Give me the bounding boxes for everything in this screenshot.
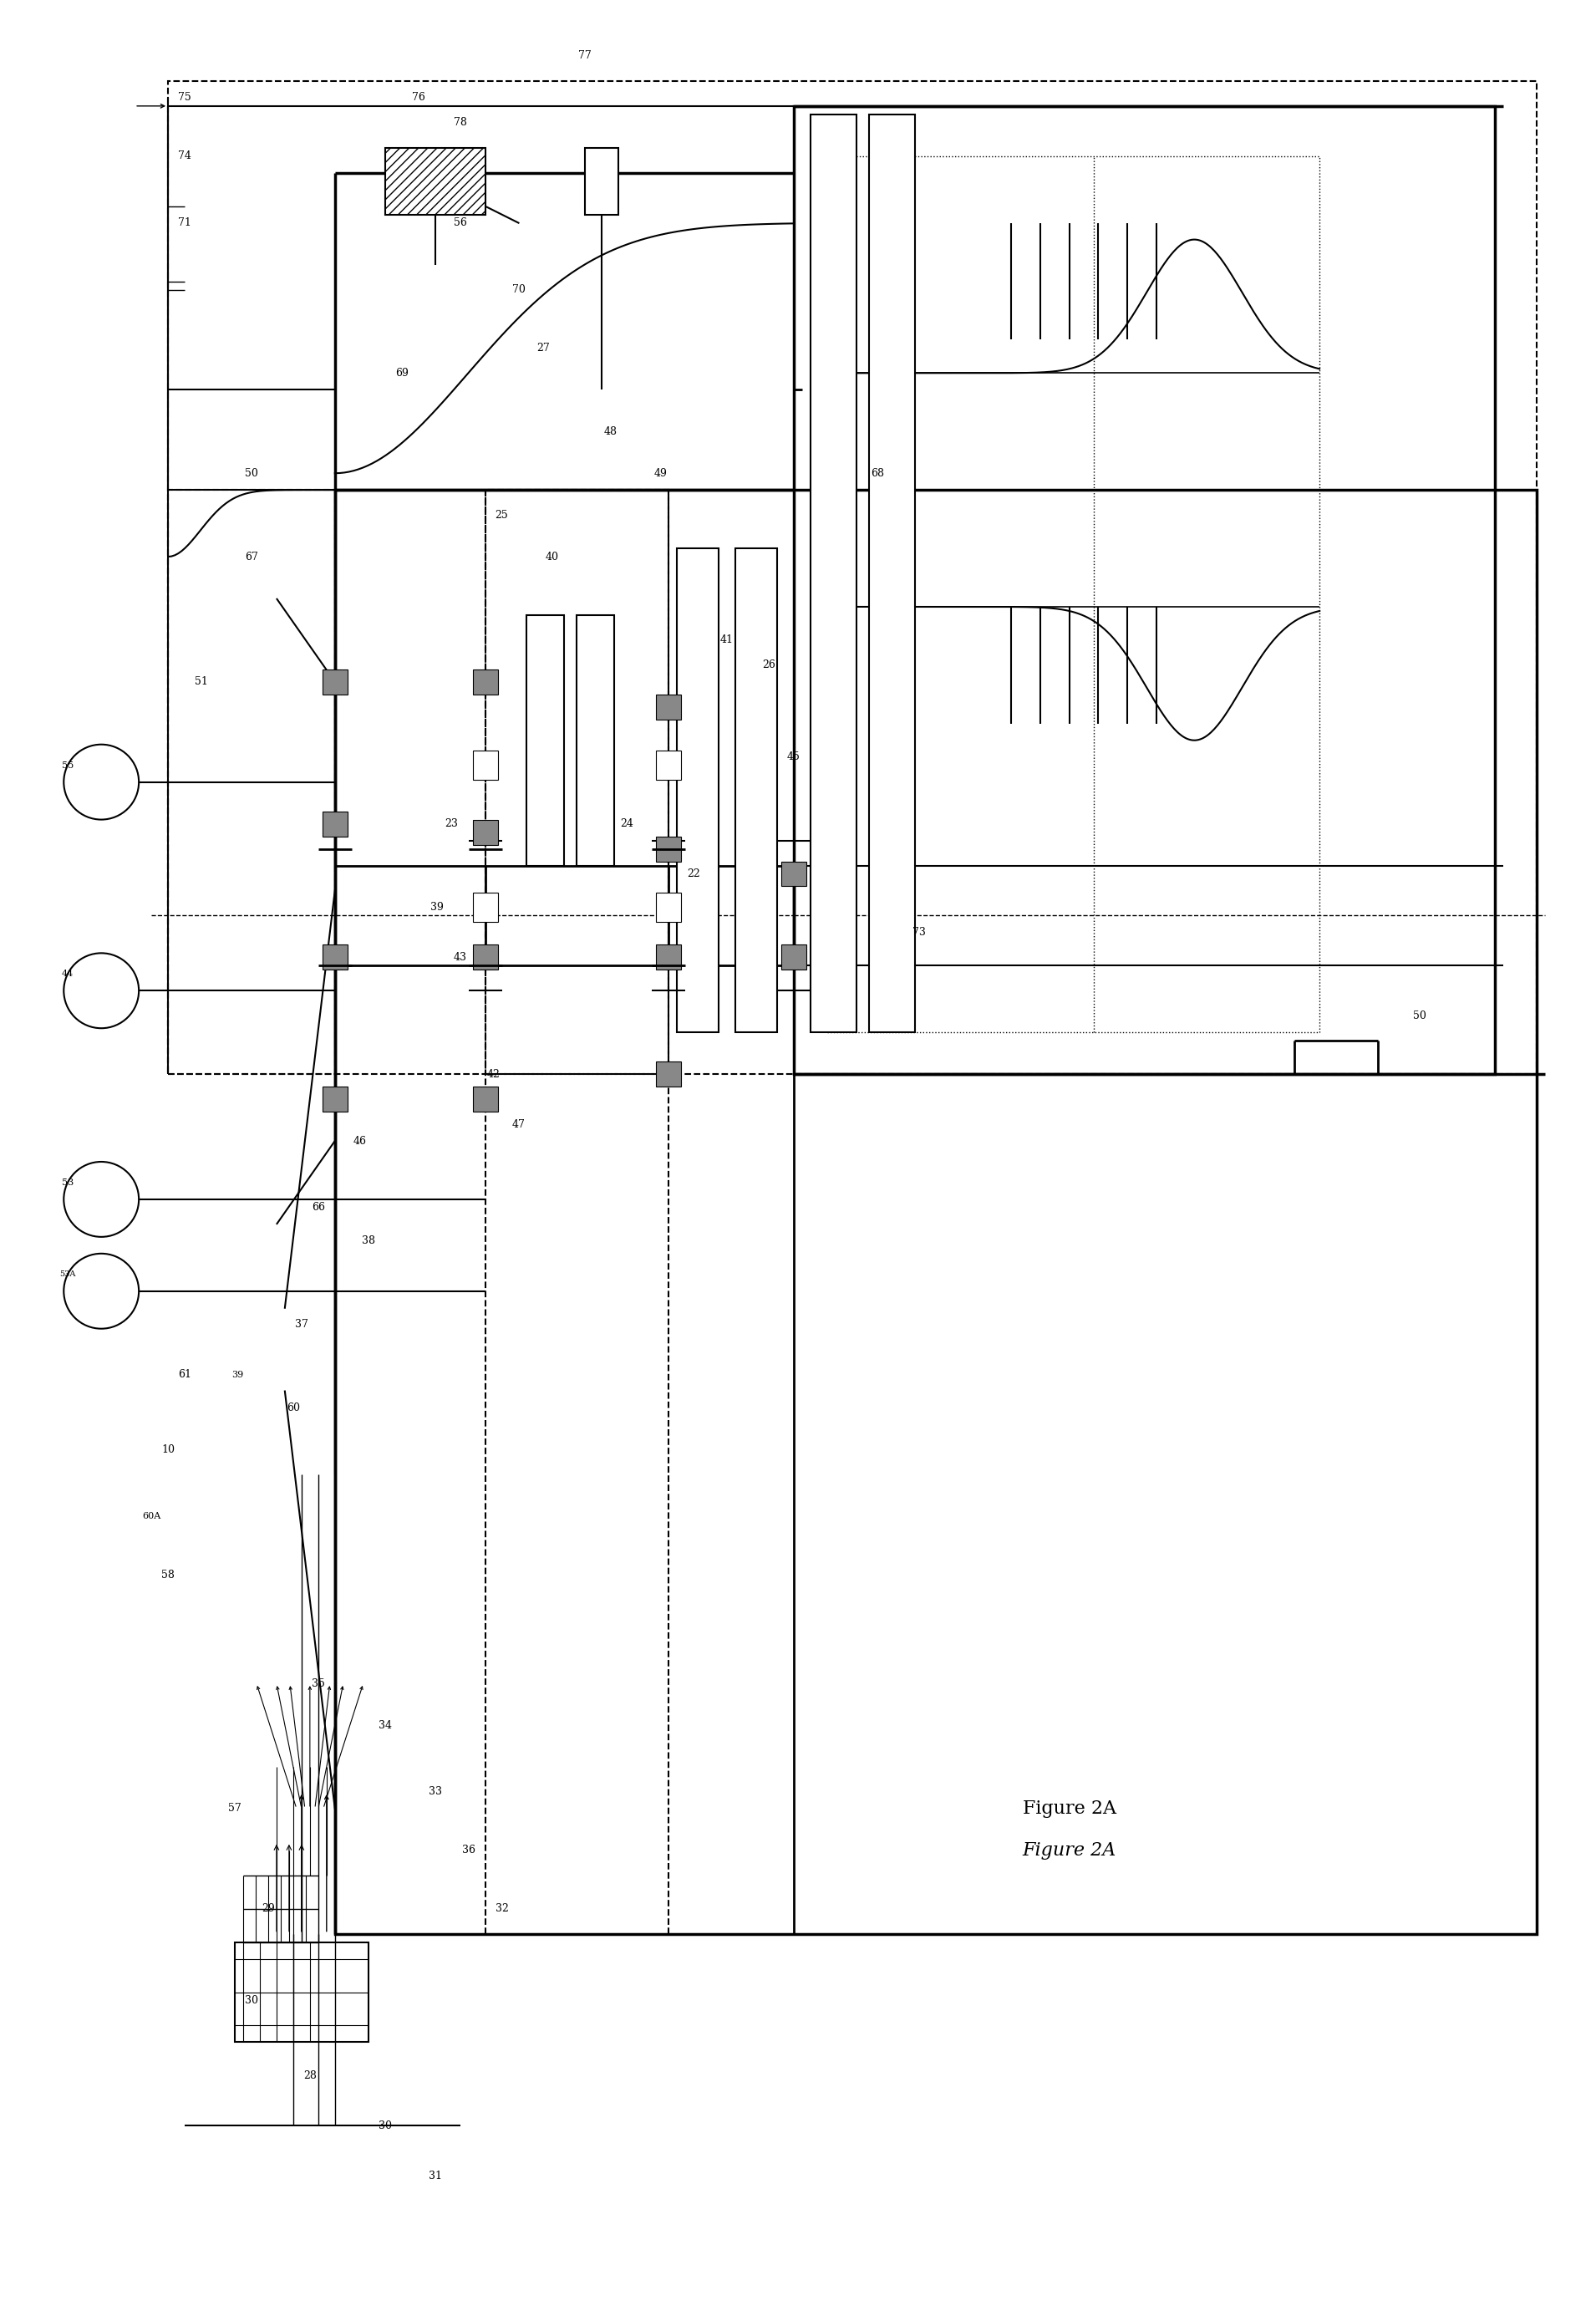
Text: 42: 42	[487, 1068, 500, 1079]
Text: 69: 69	[396, 367, 409, 379]
Bar	[385, 148, 485, 215]
Text: 53: 53	[62, 1179, 73, 1188]
Bar	[322, 670, 348, 693]
Text: 39: 39	[231, 1370, 243, 1380]
Text: 75: 75	[179, 92, 192, 104]
Bar	[322, 945, 348, 971]
Text: 50: 50	[244, 467, 259, 478]
Circle shape	[64, 744, 139, 820]
Text: 38: 38	[362, 1236, 375, 1246]
Bar	[235, 1941, 369, 2043]
Bar	[527, 615, 565, 867]
Circle shape	[64, 1162, 139, 1236]
Text: 35: 35	[311, 1678, 326, 1689]
Text: 50: 50	[1412, 1010, 1427, 1021]
Text: 58: 58	[161, 1569, 174, 1581]
Text: 61: 61	[179, 1368, 192, 1380]
Bar	[827, 157, 1320, 1033]
Text: 55: 55	[62, 760, 73, 770]
Text: 56: 56	[453, 217, 466, 229]
Bar	[472, 670, 498, 693]
Bar	[322, 1086, 348, 1112]
Text: 43: 43	[453, 952, 466, 964]
Text: 10: 10	[161, 1444, 174, 1456]
Circle shape	[64, 1253, 139, 1329]
Text: 25: 25	[495, 508, 509, 520]
Bar	[168, 81, 1537, 1075]
Text: 28: 28	[303, 2071, 316, 2082]
Text: 27: 27	[536, 342, 551, 354]
Text: 24: 24	[621, 818, 634, 830]
Bar	[793, 106, 1495, 1075]
Bar	[335, 490, 1537, 1934]
Text: 40: 40	[546, 552, 559, 562]
Bar	[472, 892, 498, 922]
Bar	[656, 693, 681, 719]
Bar	[656, 1061, 681, 1086]
Bar	[322, 811, 348, 837]
Text: 34: 34	[378, 1719, 391, 1731]
Bar	[485, 490, 669, 1075]
Text: 41: 41	[720, 636, 734, 645]
Bar	[782, 862, 806, 887]
Text: 67: 67	[244, 552, 259, 562]
Text: 39: 39	[429, 901, 444, 913]
Text: 53A: 53A	[59, 1271, 77, 1278]
Bar	[586, 148, 619, 215]
Text: 44: 44	[62, 971, 73, 978]
Text: 22: 22	[688, 869, 701, 878]
Text: 45: 45	[787, 751, 801, 763]
Text: 29: 29	[262, 1904, 275, 1914]
Bar	[656, 837, 681, 862]
Text: 74: 74	[179, 150, 192, 162]
Text: 68: 68	[870, 467, 884, 478]
Bar	[168, 490, 335, 1075]
Text: 49: 49	[654, 467, 667, 478]
Text: 48: 48	[603, 425, 618, 437]
Bar	[472, 945, 498, 971]
Text: 60: 60	[287, 1403, 300, 1414]
Text: 66: 66	[311, 1202, 326, 1213]
Bar	[472, 751, 498, 779]
Text: 57: 57	[228, 1803, 241, 1814]
Text: 73: 73	[913, 927, 926, 938]
Text: 32: 32	[495, 1904, 509, 1914]
Text: Figure 2A: Figure 2A	[1023, 1800, 1116, 1819]
Text: 31: 31	[428, 2170, 442, 2182]
Text: 26: 26	[763, 659, 776, 670]
Text: 33: 33	[428, 1786, 442, 1798]
Text: 70: 70	[512, 284, 525, 296]
Text: 71: 71	[179, 217, 192, 229]
Bar	[656, 751, 681, 779]
Text: 23: 23	[445, 818, 458, 830]
Bar	[656, 945, 681, 971]
Bar	[576, 615, 614, 867]
Bar	[811, 113, 857, 1033]
Bar	[472, 1086, 498, 1112]
Text: 30: 30	[378, 2119, 391, 2131]
Circle shape	[64, 952, 139, 1028]
Bar	[868, 113, 915, 1033]
Text: 78: 78	[453, 118, 466, 127]
Text: 37: 37	[295, 1320, 308, 1329]
Bar	[677, 548, 718, 1033]
Text: 46: 46	[353, 1135, 367, 1146]
Bar	[736, 548, 777, 1033]
Bar	[656, 892, 681, 922]
Text: 36: 36	[461, 1844, 476, 1856]
Text: 51: 51	[195, 677, 207, 686]
Text: 77: 77	[579, 51, 592, 62]
Bar	[782, 945, 806, 971]
Text: 30: 30	[244, 1994, 259, 2006]
Text: 47: 47	[512, 1119, 525, 1130]
Text: 76: 76	[412, 92, 425, 104]
Bar	[472, 820, 498, 844]
Text: 60A: 60A	[142, 1511, 161, 1521]
Text: Figure 2A: Figure 2A	[1021, 1842, 1116, 1860]
